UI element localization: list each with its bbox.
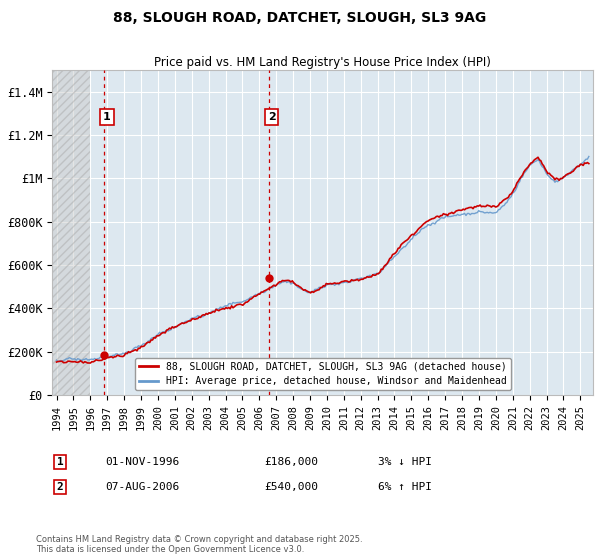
Bar [52,70,91,395]
Text: 88, SLOUGH ROAD, DATCHET, SLOUGH, SL3 9AG: 88, SLOUGH ROAD, DATCHET, SLOUGH, SL3 9A… [113,11,487,25]
Title: Price paid vs. HM Land Registry's House Price Index (HPI): Price paid vs. HM Land Registry's House … [154,56,491,69]
Text: £186,000: £186,000 [264,457,318,467]
Text: 2: 2 [268,112,275,122]
Text: 1: 1 [103,112,111,122]
Legend: 88, SLOUGH ROAD, DATCHET, SLOUGH, SL3 9AG (detached house), HPI: Average price, : 88, SLOUGH ROAD, DATCHET, SLOUGH, SL3 9A… [135,358,511,390]
Text: 07-AUG-2006: 07-AUG-2006 [105,482,179,492]
Text: 2: 2 [56,482,64,492]
Text: Contains HM Land Registry data © Crown copyright and database right 2025.
This d: Contains HM Land Registry data © Crown c… [36,535,362,554]
Text: £540,000: £540,000 [264,482,318,492]
Text: 3% ↓ HPI: 3% ↓ HPI [378,457,432,467]
Text: 1: 1 [56,457,64,467]
Text: 6% ↑ HPI: 6% ↑ HPI [378,482,432,492]
Text: 01-NOV-1996: 01-NOV-1996 [105,457,179,467]
